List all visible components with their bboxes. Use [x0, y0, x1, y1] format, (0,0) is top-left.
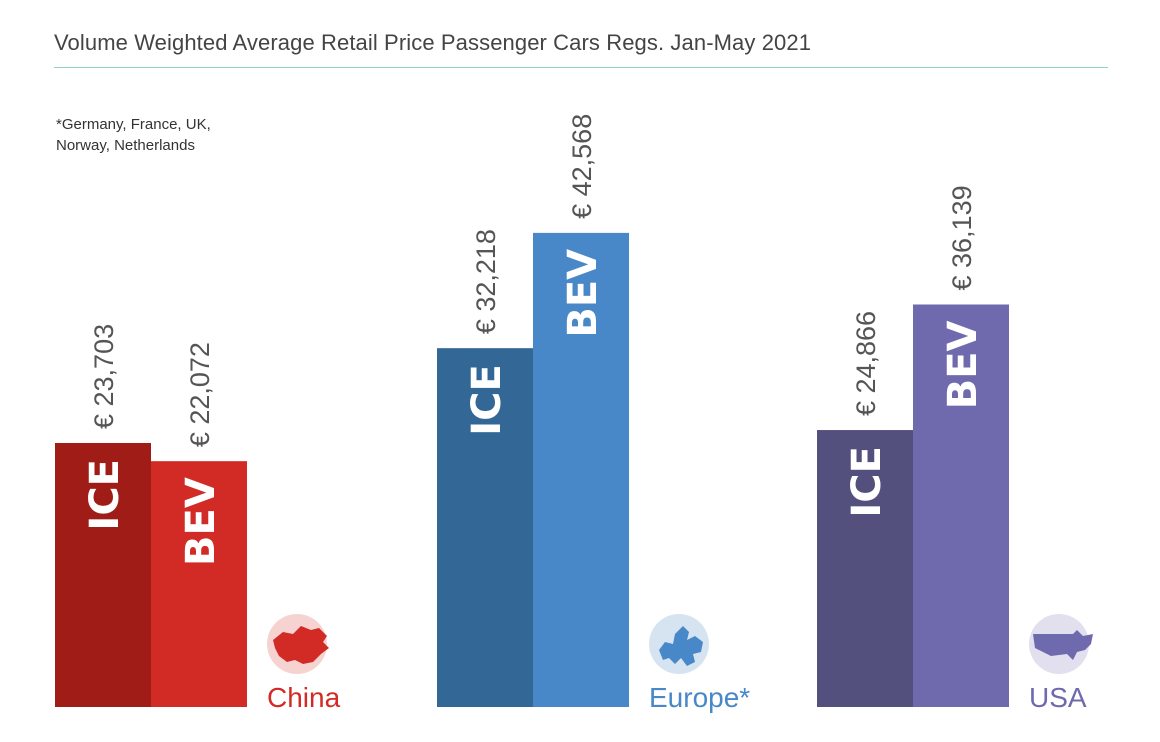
bar-group-china: ICE € 23,703 BEV € 22,072 China — [55, 324, 341, 713]
bar-series-label: BEV — [560, 249, 606, 338]
bar-value-label: € 36,139 — [947, 185, 977, 290]
bar-value-label: € 42,568 — [567, 114, 597, 219]
bar-series-label: ICE — [82, 459, 128, 531]
bar-value-label: € 32,218 — [471, 229, 501, 334]
bar-series-label: BEV — [178, 477, 224, 566]
title-divider — [54, 67, 1108, 68]
europe-map-icon — [659, 626, 703, 666]
china-map-icon — [273, 626, 329, 664]
bar-ice — [55, 443, 151, 707]
chart-footnote: *Germany, France, UK, Norway, Netherlands — [56, 116, 211, 154]
bar-series-label: ICE — [844, 446, 890, 518]
usa-map-icon — [1033, 630, 1093, 660]
bar-group-europe: ICE € 32,218 BEV € 42,568 Europe* — [437, 114, 750, 713]
bar-ice — [817, 430, 913, 707]
bar-bev — [913, 304, 1009, 707]
region-label: China — [267, 682, 341, 713]
bar-ice — [437, 348, 533, 707]
bar-series-label: ICE — [464, 364, 510, 436]
region-label: USA — [1029, 682, 1087, 713]
bar-group-usa: ICE € 24,866 BEV € 36,139 USA — [817, 185, 1093, 713]
bar-value-label: € 24,866 — [851, 311, 881, 416]
bar-value-label: € 23,703 — [89, 324, 119, 429]
bar-value-label: € 22,072 — [185, 342, 215, 447]
chart-title: Volume Weighted Average Retail Price Pas… — [54, 30, 812, 55]
bar-series-label: BEV — [940, 320, 986, 409]
region-label: Europe* — [649, 682, 750, 713]
bar-bev — [533, 232, 629, 707]
bar-bev — [151, 461, 247, 707]
